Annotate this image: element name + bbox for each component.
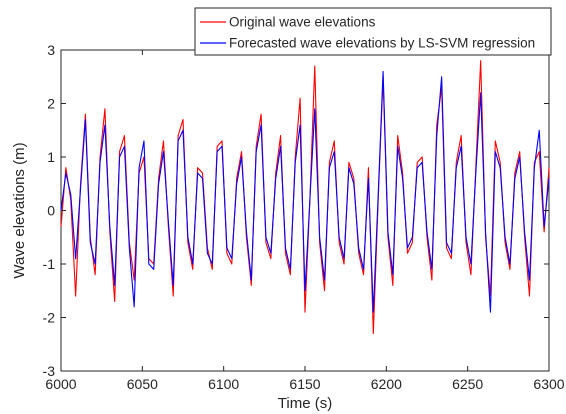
x-tick-label: 6100 — [208, 376, 239, 392]
y-tick-label: 0 — [47, 203, 55, 219]
x-axis-label: Time (s) — [278, 395, 332, 412]
x-tick-label: 6250 — [452, 376, 483, 392]
plot-area — [60, 49, 550, 372]
y-ticks: -3 -2 -1 0 1 2 3 — [43, 42, 549, 379]
y-tick-label: 2 — [47, 96, 55, 112]
legend-label-forecasted: Forecasted wave elevations by LS-SVM reg… — [229, 36, 535, 51]
x-tick-label: 6300 — [533, 376, 564, 392]
y-tick-label: -3 — [43, 363, 56, 379]
y-tick-label: -2 — [43, 310, 56, 326]
y-tick-label: -1 — [43, 256, 56, 272]
x-tick-label: 6050 — [127, 376, 158, 392]
x-tick-label: 6000 — [45, 376, 76, 392]
series-line-forecasted — [60, 70, 550, 313]
series-line-original — [60, 60, 550, 335]
legend-box — [194, 7, 552, 56]
legend-label-original: Original wave elevations — [229, 15, 376, 30]
x-tick-label: 6200 — [371, 376, 402, 392]
y-axis-label: Wave elevations (m) — [11, 142, 28, 278]
x-tick-label: 6150 — [289, 376, 320, 392]
series-layer — [60, 60, 550, 335]
y-tick-label: 3 — [47, 42, 55, 58]
legend: Original wave elevations Forecasted wave… — [194, 7, 552, 56]
x-ticks: 6000 6050 6100 6150 6200 6250 6300 — [45, 50, 565, 392]
y-tick-label: 1 — [47, 149, 55, 165]
